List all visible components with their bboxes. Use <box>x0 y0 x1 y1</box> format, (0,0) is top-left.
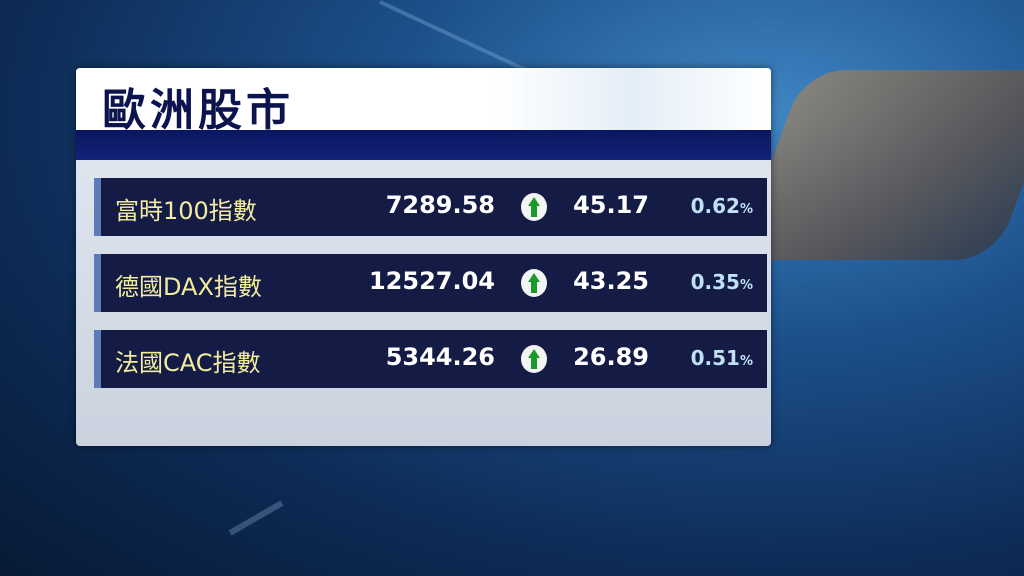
percent-value: 0.62 <box>690 194 740 218</box>
index-row: 德國DAX指數 12527.04 43.25 0.35% <box>94 254 767 312</box>
index-row: 富時100指數 7289.58 45.17 0.62% <box>94 178 767 236</box>
header-band <box>76 130 771 160</box>
percent-value: 0.51 <box>690 346 740 370</box>
index-change: 26.89 <box>573 343 649 371</box>
index-row: 法國CAC指數 5344.26 26.89 0.51% <box>94 330 767 388</box>
percent-sign: % <box>739 202 753 217</box>
index-percent: 0.35% <box>691 270 753 294</box>
index-percent: 0.51% <box>691 346 753 370</box>
percent-sign: % <box>739 278 753 293</box>
index-value: 12527.04 <box>368 267 495 295</box>
up-arrow-icon <box>521 269 547 297</box>
percent-value: 0.35 <box>690 270 740 294</box>
index-name: 富時100指數 <box>115 197 257 225</box>
up-arrow-icon <box>521 345 547 373</box>
panel-title: 歐洲股市 <box>102 85 294 136</box>
percent-sign: % <box>739 354 753 369</box>
index-percent: 0.62% <box>691 194 753 218</box>
european-stocks-panel: 歐洲股市 富時100指數 7289.58 45.17 0.62% 德國DAX指數… <box>76 68 771 446</box>
index-value: 5344.26 <box>385 343 495 371</box>
index-name: 德國DAX指數 <box>115 273 262 301</box>
index-change: 43.25 <box>573 267 649 295</box>
index-value: 7289.58 <box>385 191 495 219</box>
background-streak <box>228 500 284 536</box>
background-logo <box>735 70 1024 260</box>
index-change: 45.17 <box>573 191 649 219</box>
index-name: 法國CAC指數 <box>115 349 261 377</box>
title-bar: 歐洲股市 <box>76 68 771 136</box>
up-arrow-icon <box>521 193 547 221</box>
